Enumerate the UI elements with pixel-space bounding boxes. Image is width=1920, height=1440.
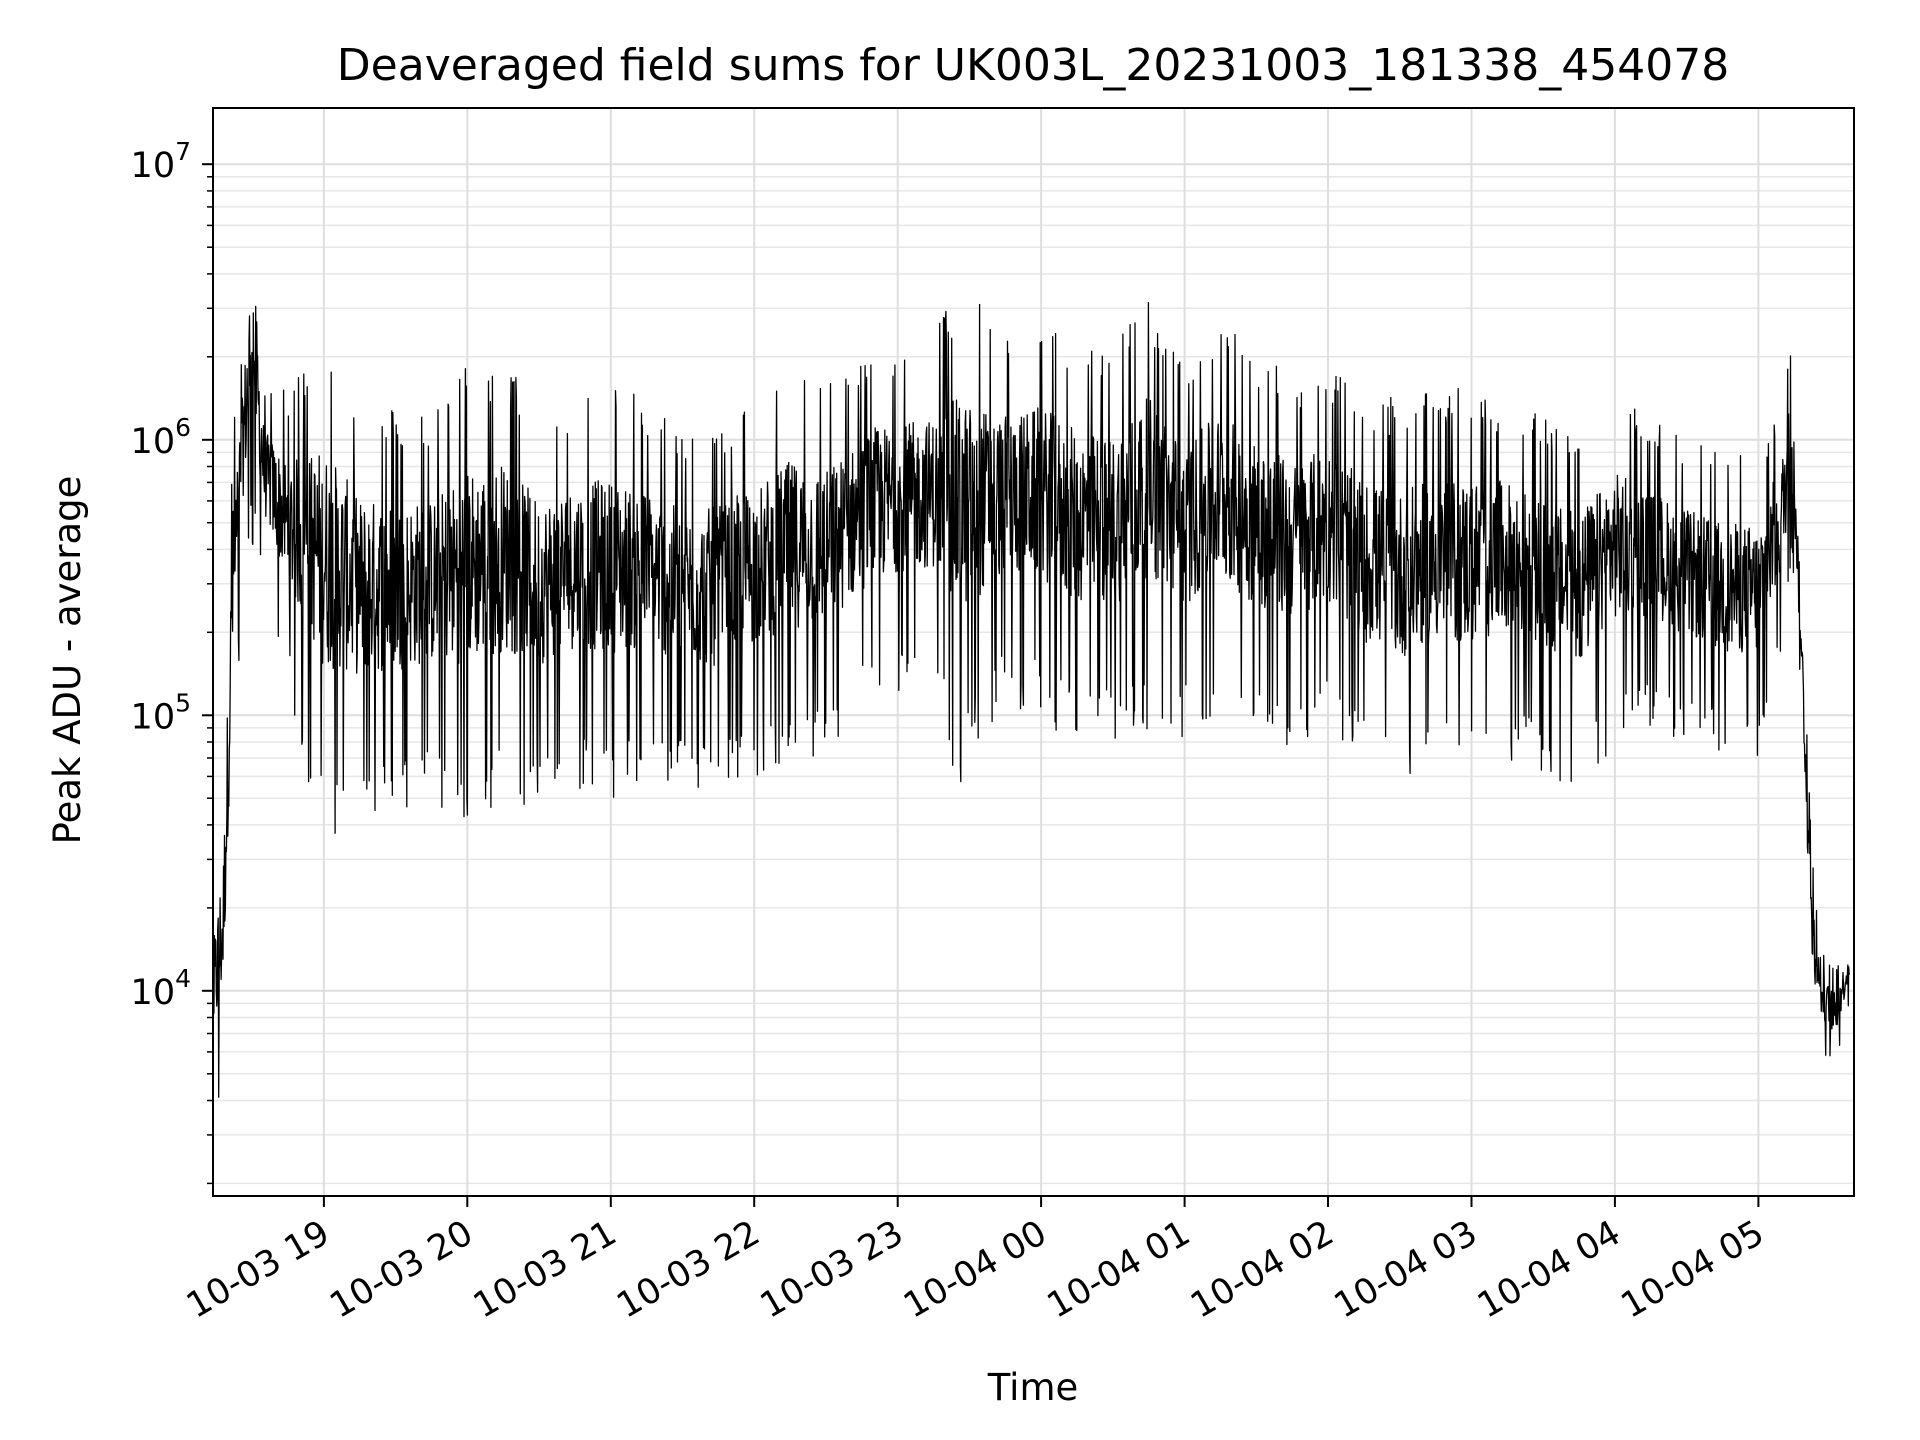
chart-title: Deaveraged field sums for UK003L_2023100… [337,40,1729,91]
major-gridlines [213,108,1854,1196]
y-tick-label: 107 [131,137,191,186]
y-axis-label: Peak ADU - average [46,476,89,845]
y-axis-ticks: 104 105 106 107 [131,137,213,1185]
y-tick-label: 104 [131,964,191,1013]
series-line [213,301,1850,1098]
y-tick-label: 105 [131,688,191,737]
x-axis-label: Time [987,1366,1079,1409]
y-tick-label: 106 [131,413,191,462]
plot-area [213,301,1850,1098]
axes-frame [212,107,1855,1197]
